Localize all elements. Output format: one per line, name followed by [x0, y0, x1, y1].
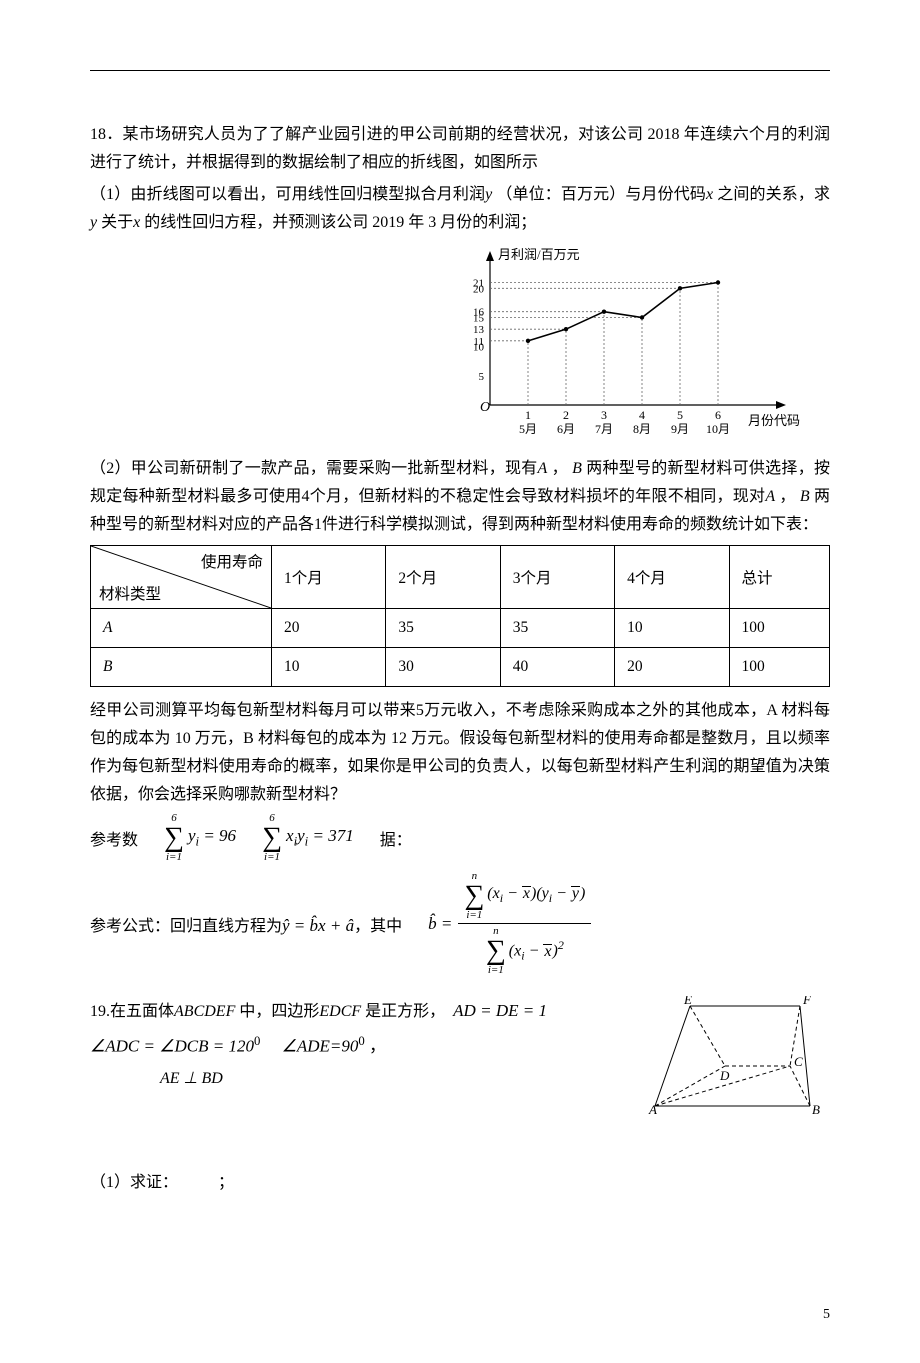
table-cell: 35 [500, 609, 614, 648]
table-cell: 30 [386, 648, 500, 687]
svg-text:1: 1 [525, 408, 531, 422]
svg-text:5月: 5月 [519, 422, 537, 435]
svg-text:5: 5 [479, 371, 485, 383]
table-cell: 20 [272, 609, 386, 648]
col-header: 1个月 [272, 546, 386, 609]
svg-text:13: 13 [473, 324, 485, 336]
q18-intro: 18．某市场研究人员为了了解产业园引进的甲公司前期的经营状况，对该公司 2018… [90, 121, 830, 177]
reference-formula: 参考公式：回归直线方程为ŷ = b̂x + â，其中 b̂ = n ∑ i=1 … [90, 869, 830, 978]
page-number: 5 [90, 1307, 830, 1323]
label-D: D [719, 1068, 730, 1083]
lifespan-table: 使用寿命材料类型 1个月2个月3个月4个月总计A20353510100B1030… [90, 545, 830, 687]
table-cell: 100 [729, 648, 830, 687]
table-cell: 40 [500, 648, 614, 687]
table-cell: 10 [615, 609, 729, 648]
q18-intro-a: 某市场研究人员为了了解产业园引进的甲公司前期的经营状况，对该公司 2018 年连… [90, 126, 830, 171]
svg-text:月利润/百万元: 月利润/百万元 [498, 247, 580, 262]
q19-part1: （1）求证： ； [90, 1169, 830, 1197]
svg-text:5: 5 [677, 408, 683, 422]
table-cell: 35 [386, 609, 500, 648]
label-F: F [802, 996, 812, 1007]
table-cell: 10 [272, 648, 386, 687]
svg-text:4: 4 [639, 408, 645, 422]
q18-part2: （2）甲公司新研制了一款产品，需要采购一批新型材料，现有A ， B 两种型号的新… [90, 455, 830, 539]
label-C: C [794, 1054, 803, 1069]
col-header: 2个月 [386, 546, 500, 609]
table-cell: 100 [729, 609, 830, 648]
svg-text:月份代码: 月份代码 [748, 413, 800, 428]
col-header: 3个月 [500, 546, 614, 609]
svg-text:3: 3 [601, 408, 607, 422]
row-name: A [91, 609, 272, 648]
solid-diagram: A B C D E F [640, 996, 830, 1121]
svg-text:11: 11 [473, 336, 484, 348]
col-header: 4个月 [615, 546, 729, 609]
col-header: 总计 [729, 546, 830, 609]
profit-chart: 510111315162021O15月26月37月48月59月610月月利润/百… [90, 245, 830, 435]
q18-number: 18． [90, 126, 123, 143]
table-cell: 20 [615, 648, 729, 687]
reference-data: 参考数 6 ∑ i=1 yi = 96 6 ∑ i=1 xiyi = 371 据… [90, 813, 830, 863]
label-A: A [648, 1102, 657, 1116]
svg-text:9月: 9月 [671, 422, 689, 435]
svg-text:O: O [480, 400, 490, 415]
svg-text:8月: 8月 [633, 422, 651, 435]
svg-text:21: 21 [473, 278, 484, 290]
q18-after-table: 经甲公司测算平均每包新型材料每月可以带来5万元收入，不考虑除采购成本之外的其他成… [90, 697, 830, 809]
svg-text:6月: 6月 [557, 422, 575, 435]
svg-text:7月: 7月 [595, 422, 613, 435]
label-B: B [812, 1102, 820, 1116]
svg-text:2: 2 [563, 408, 569, 422]
q18-part1: （1）由折线图可以看出，可用线性回归模型拟合月利润y （单位：百万元）与月份代码… [90, 181, 830, 237]
svg-text:6: 6 [715, 408, 721, 422]
svg-text:10月: 10月 [706, 422, 730, 435]
svg-text:16: 16 [473, 307, 485, 319]
row-name: B [91, 648, 272, 687]
label-E: E [683, 996, 692, 1007]
